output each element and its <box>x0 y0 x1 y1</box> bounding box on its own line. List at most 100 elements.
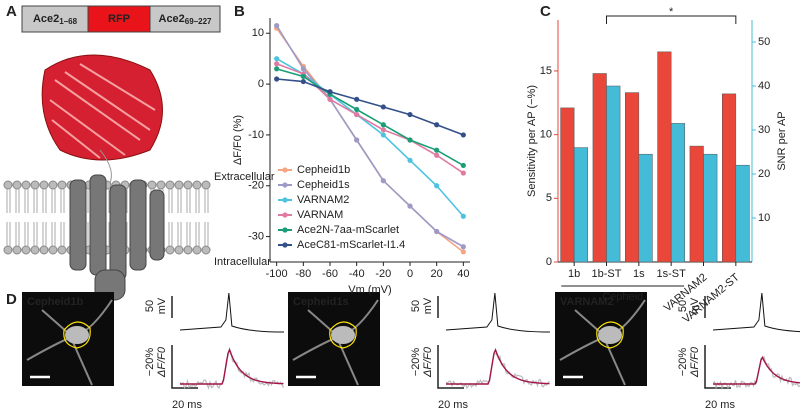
lipid-tail <box>186 222 191 246</box>
construct-box <box>149 5 221 33</box>
y-tick-label: 10 <box>252 27 264 39</box>
membrane <box>3 180 211 255</box>
point <box>354 137 360 143</box>
lipid-tail <box>204 189 209 213</box>
time-scale: 20 ms <box>172 399 202 411</box>
example-label: Cepheid1b <box>27 296 84 308</box>
x-tick-label: -100 <box>266 268 288 280</box>
point <box>380 178 386 184</box>
roi <box>329 321 357 349</box>
lipid-tail <box>204 222 209 246</box>
fluor-mean <box>446 347 550 385</box>
lipid-head <box>165 180 175 190</box>
construct-box <box>21 5 89 33</box>
lipid-head <box>48 245 58 255</box>
lipid-tail <box>42 222 47 246</box>
soma <box>598 326 622 344</box>
lipid-head <box>174 245 184 255</box>
fluor-trials <box>712 355 800 390</box>
voltage-trace <box>179 292 285 333</box>
soma <box>65 326 89 344</box>
point <box>434 152 440 158</box>
lipid-head <box>183 245 193 255</box>
bar <box>573 147 588 263</box>
fluor-unit: ΔF/F0 <box>156 346 168 378</box>
point <box>434 122 440 128</box>
point <box>407 203 413 209</box>
point <box>380 104 386 110</box>
lipid-head <box>183 180 193 190</box>
bar <box>722 93 737 263</box>
lipid-tail <box>15 189 20 213</box>
roi <box>596 321 624 349</box>
series-line <box>276 68 464 167</box>
construct-box <box>87 5 151 33</box>
lipid-head <box>156 180 166 190</box>
lipid-head <box>3 180 13 190</box>
point <box>354 96 360 102</box>
point <box>460 162 466 169</box>
lipid-tail <box>177 222 182 246</box>
y-tick-label: 15 <box>540 65 552 77</box>
x-tick-label: 1b-ST <box>592 268 622 280</box>
legend-marker <box>282 182 288 188</box>
group-label: Cepheid <box>602 291 643 303</box>
lipid-tail <box>6 222 11 246</box>
fluor-scale: −20% <box>677 348 689 377</box>
y2-tick-label: 30 <box>758 124 770 136</box>
membrane-label: Extracellular <box>214 171 275 183</box>
significance-bracket <box>606 15 737 24</box>
x-tick-label: 20 <box>431 268 443 280</box>
x-tick-label: 40 <box>457 268 469 280</box>
soma <box>331 326 355 344</box>
point <box>274 61 280 67</box>
series-line <box>276 63 464 174</box>
lipid-head <box>30 245 40 255</box>
time-scale: 20 ms <box>705 399 735 411</box>
x-tick-label: 1s-ST <box>656 268 686 280</box>
lipid-tail <box>6 189 11 213</box>
x-tick-label: -20 <box>375 268 391 280</box>
lipid-tail <box>15 222 20 246</box>
legend-label: Ace2N-7aa-mScarlet <box>297 224 399 236</box>
point <box>354 111 360 118</box>
panel-label: B <box>234 3 245 20</box>
legend-label: Cepheid1s <box>297 179 350 191</box>
y-axis-label: ΔF/F0 (%) <box>232 115 244 165</box>
legend-label: AceC81-mScarlet-I1.4 <box>297 239 405 251</box>
lipid-head <box>192 180 202 190</box>
bar <box>670 123 685 263</box>
y2-tick-label: 50 <box>758 36 770 48</box>
x-tick-label: 1s <box>633 268 645 280</box>
fluor-unit: ΔF/F0 <box>689 346 701 378</box>
bar <box>560 107 575 263</box>
y2-tick-label: 20 <box>758 168 770 180</box>
series-line <box>275 25 464 248</box>
legend-label: VARNAM2 <box>297 194 349 206</box>
y-axis-label: Sensitivity per AP (−%) <box>526 85 538 197</box>
point <box>274 56 280 62</box>
point <box>460 244 466 250</box>
lipid-tail <box>42 189 47 213</box>
bar <box>735 164 750 263</box>
helices <box>69 174 165 301</box>
voltage-trace <box>712 292 800 333</box>
lipid-tail <box>33 189 38 213</box>
scale-bar <box>704 345 731 389</box>
y2-tick-label: 40 <box>758 80 770 92</box>
fluor-mean <box>713 355 800 385</box>
point <box>460 132 466 138</box>
lipid-tail <box>60 189 65 213</box>
x-tick-label: -60 <box>322 268 338 280</box>
point <box>380 127 386 133</box>
lipid-tail <box>177 189 182 213</box>
lipid-head <box>39 180 49 190</box>
lipid-tail <box>51 222 56 246</box>
lipid-head <box>201 245 211 255</box>
panel-label: C <box>540 3 551 20</box>
point <box>460 213 466 219</box>
y-tick-label: 10 <box>540 129 552 141</box>
point <box>327 96 333 102</box>
lipid-tail <box>195 222 200 246</box>
bar <box>592 73 607 263</box>
